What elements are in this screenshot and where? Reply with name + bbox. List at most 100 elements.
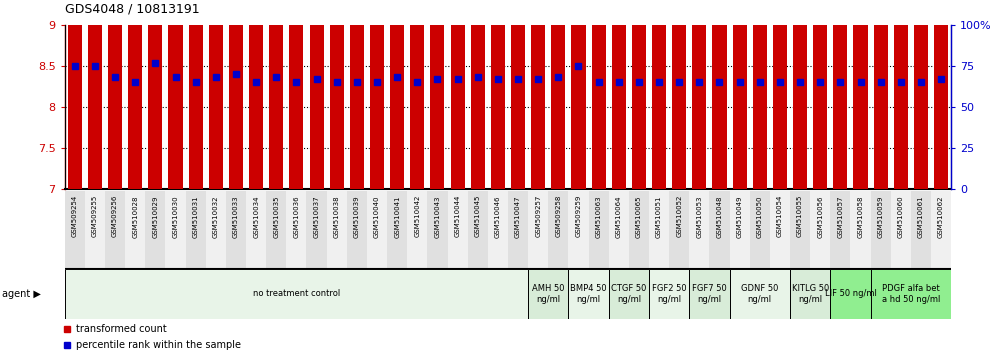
Text: GSM510033: GSM510033 [233,195,239,238]
Bar [871,191,890,269]
Text: GSM510059: GSM510059 [877,195,883,238]
Text: GSM510048: GSM510048 [716,195,722,238]
Text: GSM510052: GSM510052 [676,195,682,238]
Bar [672,0,686,189]
Text: AMH 50
ng/ml: AMH 50 ng/ml [532,284,565,303]
Bar [770,191,790,269]
Bar [692,0,706,189]
Text: GSM510028: GSM510028 [132,195,138,238]
Bar [65,191,85,269]
Bar [831,191,851,269]
Bar [831,269,871,319]
Bar [911,191,931,269]
Bar [410,0,424,189]
Bar [729,269,790,319]
Text: GSM510057: GSM510057 [838,195,844,238]
Bar [790,191,810,269]
Bar [589,191,609,269]
Bar [430,0,444,189]
Bar [508,191,528,269]
Bar [813,0,828,189]
Bar [229,0,243,189]
Text: GSM510037: GSM510037 [314,195,320,238]
Text: GSM510040: GSM510040 [374,195,380,238]
Bar [773,0,787,189]
Bar [145,191,165,269]
Text: GSM510062: GSM510062 [938,195,944,238]
Text: GDS4048 / 10813191: GDS4048 / 10813191 [65,3,199,16]
Bar [914,0,928,189]
Text: GSM510044: GSM510044 [454,195,460,238]
Text: GSM509259: GSM509259 [576,195,582,238]
Bar [88,0,102,189]
Text: GSM510042: GSM510042 [414,195,420,238]
Bar [793,0,807,189]
Text: GSM510035: GSM510035 [273,195,279,238]
Bar [330,0,344,189]
Text: percentile rank within the sample: percentile rank within the sample [77,340,241,350]
Text: PDGF alfa bet
a hd 50 ng/ml: PDGF alfa bet a hd 50 ng/ml [881,284,940,303]
Bar [68,0,82,189]
Bar [266,191,286,269]
Bar [185,191,206,269]
Text: GSM510039: GSM510039 [354,195,360,238]
Bar [350,0,364,189]
Bar [753,0,767,189]
Bar [790,269,831,319]
Text: GSM510031: GSM510031 [192,195,198,238]
Text: GSM510049: GSM510049 [737,195,743,238]
Text: GSM509256: GSM509256 [113,195,119,238]
Bar [168,0,182,189]
Bar [105,191,125,269]
Text: GSM510032: GSM510032 [213,195,219,238]
Bar [612,0,625,189]
Text: GSM510050: GSM510050 [757,195,763,238]
Text: GSM510054: GSM510054 [777,195,783,238]
Bar [709,191,729,269]
Bar [85,191,105,269]
Text: GSM510053: GSM510053 [696,195,702,238]
Bar [873,0,887,189]
Bar [931,191,951,269]
Text: GSM510063: GSM510063 [596,195,602,238]
Bar [572,0,586,189]
Bar [427,191,447,269]
Bar [834,0,848,189]
Text: BMP4 50
ng/ml: BMP4 50 ng/ml [571,284,607,303]
Bar [347,191,367,269]
Text: GSM510058: GSM510058 [858,195,864,238]
Text: GSM510030: GSM510030 [172,195,178,238]
Text: GSM510036: GSM510036 [294,195,300,238]
Text: agent ▶: agent ▶ [2,289,41,299]
Bar [649,269,689,319]
Text: GSM509254: GSM509254 [72,195,78,237]
Text: GSM510043: GSM510043 [434,195,440,238]
Bar [871,269,951,319]
Text: GSM509255: GSM509255 [92,195,98,237]
Bar [246,191,266,269]
Text: GSM510046: GSM510046 [495,195,501,238]
Bar [407,191,427,269]
Bar [367,191,387,269]
Bar [628,191,649,269]
Bar [165,191,185,269]
Bar [287,191,307,269]
Bar [733,0,747,189]
Bar [447,191,468,269]
Text: FGF7 50
ng/ml: FGF7 50 ng/ml [692,284,727,303]
Bar [592,0,606,189]
Bar [249,0,263,189]
Text: no treatment control: no treatment control [253,289,340,298]
Text: CTGF 50
ng/ml: CTGF 50 ng/ml [612,284,646,303]
Bar [310,0,324,189]
Bar [669,191,689,269]
Bar [188,0,203,189]
Bar [528,269,569,319]
Bar [108,0,123,189]
Bar [652,0,666,189]
Bar [689,191,709,269]
Text: GSM510055: GSM510055 [797,195,803,238]
Bar [65,269,528,319]
Bar [387,191,407,269]
Bar [290,0,304,189]
